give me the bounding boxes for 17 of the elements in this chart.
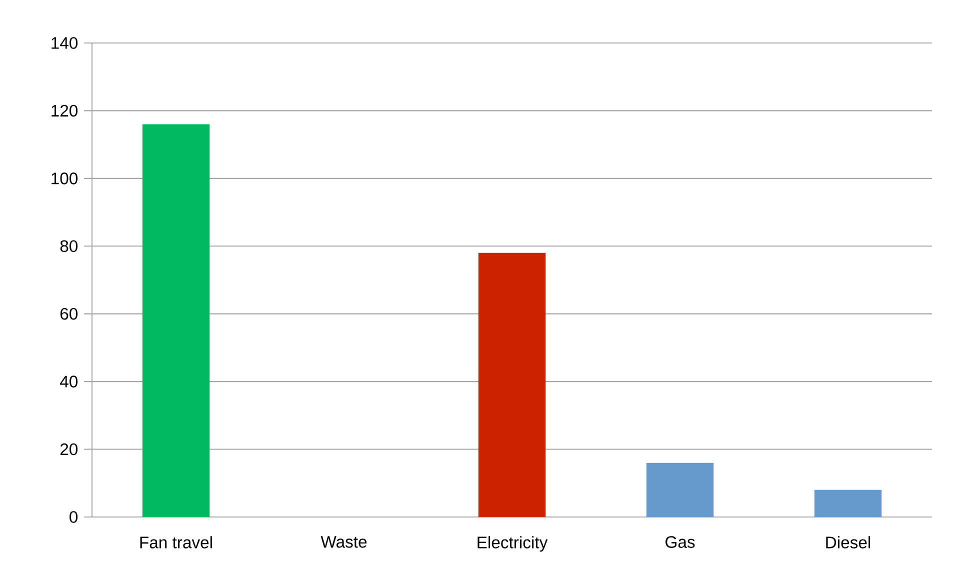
x-tick-label: Diesel (826, 536, 870, 548)
bar (478, 252, 546, 517)
y-tick-label: 120 (52, 104, 78, 117)
x-tick-label: Electricity (478, 536, 548, 552)
y-tick-label: 0 (70, 511, 78, 523)
y-tick-label: 80 (60, 240, 78, 252)
x-tick-label: Fan travel (140, 536, 212, 548)
y-tick-label: 20 (60, 443, 78, 456)
x-tick-label: Waste (320, 536, 367, 548)
y-tick-label: 140 (52, 37, 78, 49)
y-tick-label: 40 (60, 376, 78, 388)
bar (142, 124, 210, 517)
bar (814, 490, 882, 517)
y-tick-label: 100 (52, 172, 78, 184)
x-tick-label: Gas (666, 536, 695, 548)
y-tick-label: 60 (60, 308, 78, 320)
bar (646, 462, 714, 517)
